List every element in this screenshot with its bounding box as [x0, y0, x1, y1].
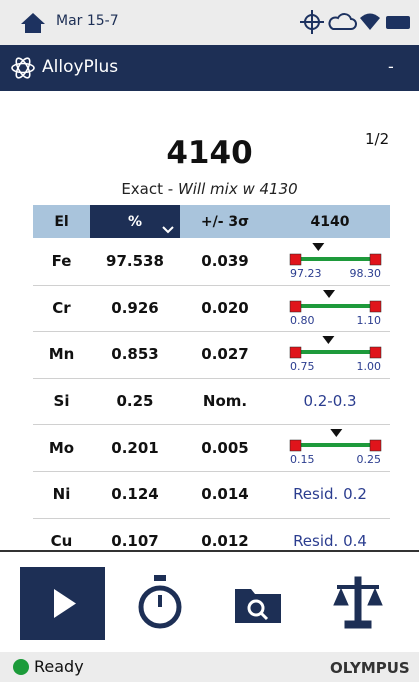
search-folder-button[interactable] [233, 583, 283, 625]
cell-element: Fe [51, 252, 72, 271]
range-track [295, 350, 376, 355]
cell-error: Nom. [202, 392, 248, 411]
cell-element: Cu [50, 531, 73, 550]
max-marker [369, 253, 382, 266]
range-track [295, 303, 376, 308]
range-max: 0.25 [357, 453, 382, 466]
max-marker [369, 440, 382, 452]
column-header: 4140 [270, 205, 390, 238]
note: Will mix w 4130 [177, 180, 298, 198]
status-bar: Mar 15-7 [0, 0, 419, 45]
spec: 0.2-0.3 [303, 392, 357, 411]
range-min: 0.75 [290, 360, 315, 373]
match: Exact - [121, 180, 178, 198]
min-marker [289, 300, 302, 312]
cell-error: 0.005 [201, 438, 249, 457]
range-min: 0.80 [290, 314, 315, 327]
table-row: Cu 0.107 0.012 Resid. 0.4 [33, 518, 390, 550]
range-min: 97.23 [290, 267, 322, 280]
value-pointer [322, 336, 335, 345]
cell-element: Mo [48, 438, 75, 457]
start-button[interactable] [20, 567, 105, 640]
cell-element: Si [53, 392, 70, 411]
min-marker [289, 346, 302, 359]
app-title: AlloyPlus [42, 57, 119, 77]
match-line: Exact - Will mix w 4130 [0, 180, 419, 198]
date: Mar 15-7 [56, 13, 119, 29]
sort-chevron [162, 226, 174, 234]
value-pointer [312, 243, 325, 251]
range-bar: 97.23 98.30 [289, 243, 382, 280]
table-row: Fe 97.538 0.039 97.23 98.30 [33, 238, 390, 286]
cell-percent: 0.853 [111, 345, 159, 364]
range-track [295, 443, 376, 448]
status-icons [300, 10, 410, 34]
footer: Ready OLYMPUS [0, 652, 419, 682]
value-pointer [330, 429, 343, 438]
menu[interactable]: - [388, 57, 394, 76]
table-row: Ni 0.124 0.014 Resid. 0.2 [33, 471, 390, 519]
page-indicator: 1/2 [365, 130, 390, 148]
range-max: 1.10 [357, 314, 382, 327]
max-marker [369, 300, 382, 312]
cell-element: Mn [48, 345, 75, 364]
cell-error: 0.014 [201, 485, 249, 504]
range-min: 0.15 [290, 453, 315, 466]
table-row: Si 0.25 Nom. 0.2-0.3 [33, 378, 390, 426]
value-pointer [323, 289, 336, 298]
range-bar: 0.75 1.00 [289, 336, 382, 373]
cell-error: 0.027 [201, 345, 249, 364]
cell-percent: 97.538 [106, 252, 164, 271]
divider [0, 550, 419, 552]
max-marker [369, 346, 382, 359]
spec: Resid. 0.2 [293, 485, 367, 504]
range-max: 98.30 [350, 267, 382, 280]
column-header: El [33, 205, 90, 238]
column-header: +/- 3σ [180, 205, 270, 238]
results-table: El% +/- 3σ 4140 Fe 97.538 0.039 97.23 98.30 Cr 0.… [33, 205, 390, 550]
atom-icon [11, 57, 35, 79]
min-marker [289, 440, 302, 452]
app-header: AlloyPlus - [0, 45, 419, 91]
cell-percent: 0.25 [116, 392, 154, 411]
spec: Resid. 0.4 [293, 531, 367, 550]
cell-element: Ni [52, 485, 71, 504]
min-marker [289, 253, 302, 266]
table-row: Cr 0.926 0.020 0.80 1.10 [33, 285, 390, 333]
status-dot [13, 659, 29, 675]
cell-error: 0.012 [201, 531, 249, 550]
cell-percent: 0.926 [111, 298, 159, 317]
table-row: Mo 0.201 0.005 0.15 0.25 [33, 424, 390, 472]
range-bar: 0.15 0.25 [289, 429, 382, 466]
cell-error: 0.039 [201, 252, 249, 271]
column-header: % [90, 205, 180, 238]
home-icon[interactable] [20, 12, 46, 34]
grade: 4140 [166, 135, 253, 171]
cell-percent: 0.107 [111, 531, 159, 550]
cell-element: Cr [52, 298, 71, 317]
range-track [295, 257, 376, 261]
cell-percent: 0.201 [111, 438, 159, 457]
range-bar: 0.80 1.10 [289, 289, 382, 327]
compare-button[interactable] [333, 575, 383, 631]
cell-percent: 0.124 [111, 485, 159, 504]
cell-error: 0.020 [201, 298, 249, 317]
timer-button[interactable] [135, 573, 185, 633]
table-row: Mn 0.853 0.027 0.75 1.00 [33, 331, 390, 379]
chevron [162, 226, 174, 234]
range-max: 1.00 [357, 360, 382, 373]
status: Ready [34, 657, 84, 676]
brand: OLYMPUS [330, 659, 410, 677]
